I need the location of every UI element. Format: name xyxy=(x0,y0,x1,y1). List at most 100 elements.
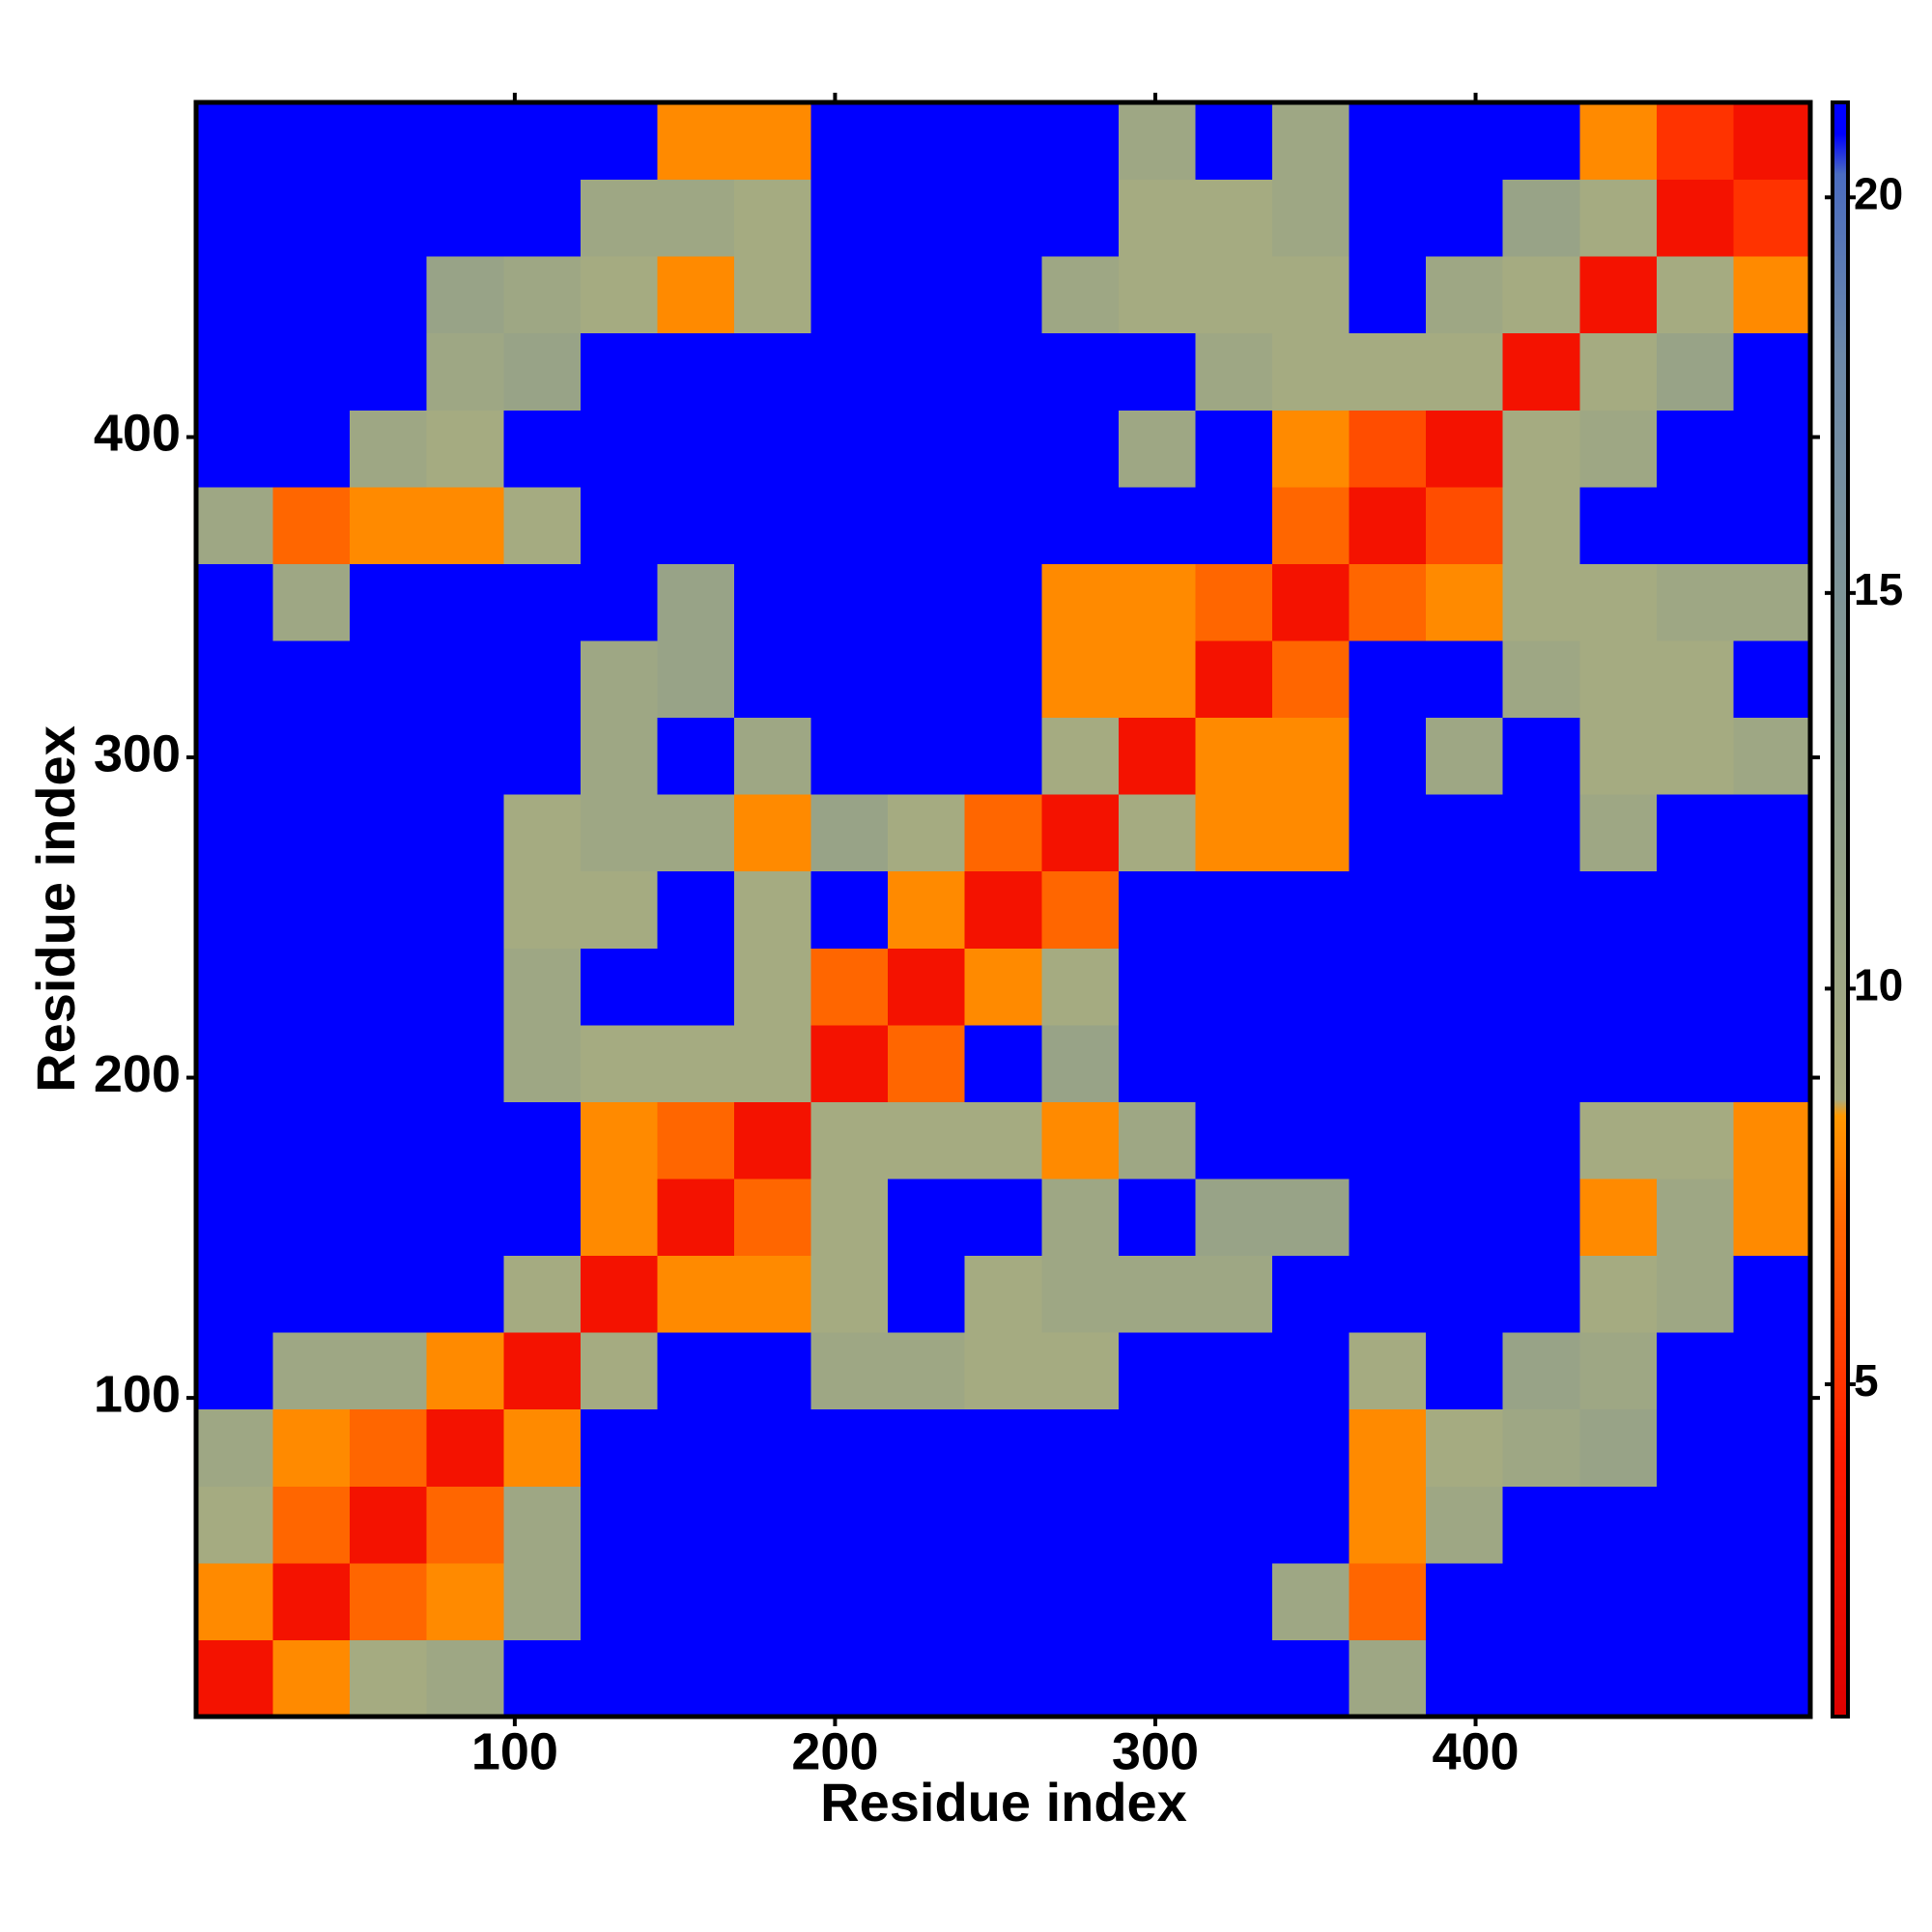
heatmap-cell xyxy=(1579,1486,1658,1564)
heatmap-cell xyxy=(503,1332,582,1410)
heatmap-cell xyxy=(1502,948,1580,1026)
heatmap-cell xyxy=(426,1101,504,1179)
heatmap-cell xyxy=(272,1408,351,1487)
heatmap-cell xyxy=(1349,102,1427,181)
heatmap-cell xyxy=(196,1408,274,1487)
heatmap-cell xyxy=(1733,640,1811,719)
heatmap-cell xyxy=(1195,410,1273,488)
heatmap-cell xyxy=(810,486,889,564)
heatmap-cell xyxy=(657,948,735,1026)
heatmap-cell xyxy=(196,563,274,641)
heatmap-cell xyxy=(964,717,1042,795)
y-tick-label: 100 xyxy=(94,1365,181,1423)
heatmap-cell xyxy=(888,179,966,257)
y-tick-label: 400 xyxy=(94,405,181,463)
heatmap-cell xyxy=(1502,640,1580,719)
heatmap-cell xyxy=(196,102,274,181)
heatmap-cell xyxy=(657,563,735,641)
heatmap-cell xyxy=(964,870,1042,949)
heatmap-cell xyxy=(1579,1639,1658,1718)
heatmap-cell xyxy=(1272,794,1350,872)
heatmap-cell xyxy=(734,256,812,334)
heatmap-cell xyxy=(657,870,735,949)
x-tick-label: 200 xyxy=(791,1722,878,1780)
heatmap-cell xyxy=(888,717,966,795)
heatmap-cell xyxy=(580,948,658,1026)
heatmap-cell xyxy=(1579,563,1658,641)
heatmap-cell xyxy=(1579,870,1658,949)
heatmap-cell xyxy=(1041,717,1120,795)
heatmap-cell xyxy=(1041,256,1120,334)
heatmap-cell xyxy=(196,717,274,795)
heatmap-cell xyxy=(1656,1101,1734,1179)
heatmap-cell xyxy=(1579,1255,1658,1333)
heatmap-cell xyxy=(426,563,504,641)
heatmap-cell xyxy=(272,948,351,1026)
heatmap-cell xyxy=(1041,102,1120,181)
heatmap-cell xyxy=(426,332,504,411)
heatmap-cell xyxy=(272,486,351,564)
heatmap-cell xyxy=(426,1255,504,1333)
heatmap-cell xyxy=(580,410,658,488)
heatmap-cell xyxy=(810,717,889,795)
heatmap-cell xyxy=(1426,1101,1504,1179)
heatmap-cell xyxy=(1349,486,1427,564)
heatmap-cell xyxy=(1272,1255,1350,1333)
heatmap-cell xyxy=(810,640,889,719)
heatmap-cell xyxy=(1041,1408,1120,1487)
heatmap-cell xyxy=(1579,1179,1658,1257)
heatmap-cell xyxy=(1041,332,1120,411)
colorbar-segment xyxy=(1833,133,1848,175)
heatmap-cell xyxy=(810,1562,889,1640)
heatmap-cell xyxy=(1118,1639,1196,1718)
heatmap-cell xyxy=(1195,563,1273,641)
heatmap-cell xyxy=(810,1101,889,1179)
heatmap-cell xyxy=(1426,563,1504,641)
heatmap-cell xyxy=(1272,948,1350,1026)
heatmap-cell xyxy=(810,410,889,488)
heatmap-cell xyxy=(1426,1255,1504,1333)
heatmap-cell xyxy=(888,332,966,411)
heatmap-cell xyxy=(503,563,582,641)
heatmap-cell xyxy=(810,179,889,257)
heatmap-cell xyxy=(580,794,658,872)
heatmap-cell xyxy=(657,717,735,795)
heatmap-cell xyxy=(350,563,428,641)
heatmap-cell xyxy=(350,1179,428,1257)
heatmap-cell xyxy=(1656,1562,1734,1640)
heatmap-cell xyxy=(1733,332,1811,411)
heatmap-cell xyxy=(734,1255,812,1333)
heatmap-cell xyxy=(1502,717,1580,795)
heatmap-cell xyxy=(350,1255,428,1333)
heatmap-cell xyxy=(426,1408,504,1487)
heatmap-cell xyxy=(1502,1179,1580,1257)
heatmap-cell xyxy=(1426,1639,1504,1718)
heatmap-cell xyxy=(1426,948,1504,1026)
heatmap-cell xyxy=(1041,1179,1120,1257)
heatmap-cell xyxy=(964,1179,1042,1257)
heatmap-cell xyxy=(196,256,274,334)
heatmap-cell xyxy=(1733,1639,1811,1718)
heatmap-cell xyxy=(888,794,966,872)
heatmap-cell xyxy=(426,179,504,257)
heatmap-cell xyxy=(1195,256,1273,334)
heatmap-cell xyxy=(1349,410,1427,488)
heatmap-cell xyxy=(1041,1562,1120,1640)
heatmap-cell xyxy=(657,256,735,334)
heatmap-cell xyxy=(1041,563,1120,641)
heatmap-cell xyxy=(350,1639,428,1718)
heatmap-cell xyxy=(734,1332,812,1410)
heatmap-cell xyxy=(1502,1332,1580,1410)
heatmap-cell xyxy=(196,1179,274,1257)
heatmap-cell xyxy=(1349,640,1427,719)
heatmap-cell xyxy=(888,1101,966,1179)
heatmap-cell xyxy=(1041,870,1120,949)
heatmap-cell xyxy=(1733,1408,1811,1487)
heatmap-cell xyxy=(1272,1179,1350,1257)
heatmap-cell xyxy=(1118,563,1196,641)
heatmap-cell xyxy=(272,1101,351,1179)
heatmap-cell xyxy=(657,1101,735,1179)
x-tick-label: 100 xyxy=(471,1722,558,1780)
heatmap-cell xyxy=(272,1255,351,1333)
heatmap-cell xyxy=(1579,948,1658,1026)
